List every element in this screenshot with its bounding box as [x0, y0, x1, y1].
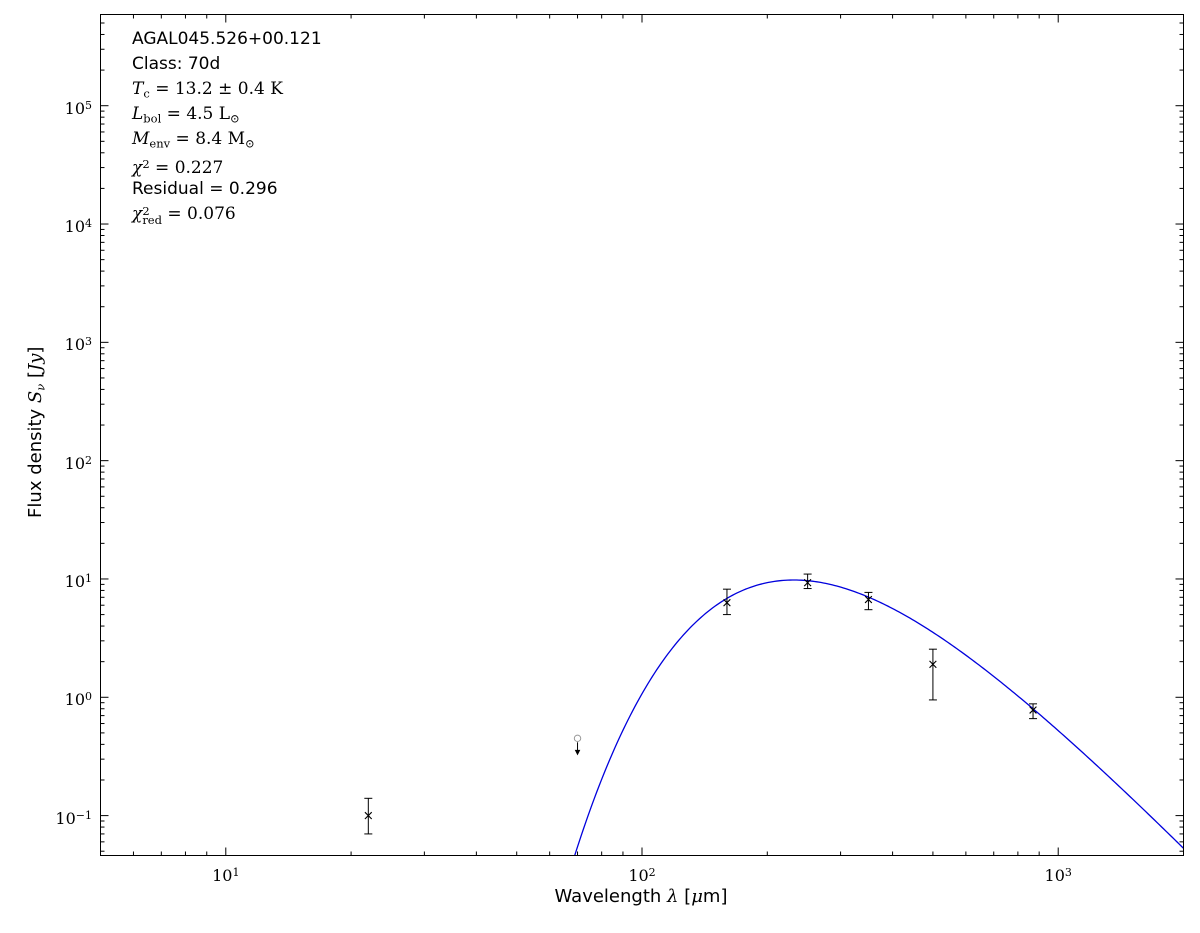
text-segment: Class: 70d — [132, 54, 221, 74]
text-segment: bol — [143, 111, 162, 126]
x-marker-icon — [723, 598, 731, 607]
text-segment: ν — [33, 383, 48, 391]
text-segment: [ — [24, 370, 46, 384]
x-tick-label: 102 — [628, 865, 656, 885]
annotation-line-class: Class: 70d — [132, 52, 322, 77]
y-tick-label: 105 — [64, 98, 92, 118]
text-segment: λ — [667, 886, 679, 907]
text-segment: = 13.2 ± 0.4 K — [149, 79, 283, 99]
text-segment: env — [149, 136, 171, 151]
annotation-line-chi2: χ2 = 0.227 — [132, 152, 322, 178]
text-segment: c — [143, 86, 150, 101]
text-segment: = 0.227 — [149, 158, 224, 178]
annotation-line-temperature: Tc = 13.2 ± 0.4 K — [132, 77, 322, 102]
text-segment: [ — [678, 886, 692, 907]
data-point-500um — [928, 648, 937, 701]
text-segment: ] — [720, 886, 728, 907]
y-tick-label: 102 — [64, 453, 92, 473]
fit-curve — [574, 579, 1184, 856]
down-arrow-icon — [574, 749, 581, 756]
annotation-line-source-name: AGAL045.526+00.121 — [132, 27, 322, 52]
text-segment: M — [132, 129, 150, 149]
text-segment: 2 — [142, 157, 150, 171]
text-segment: μ — [691, 886, 703, 907]
y-tick-label: 100 — [64, 690, 92, 710]
x-marker-icon — [803, 578, 812, 587]
x-tick-label: 101 — [212, 865, 240, 885]
stacked-script: 2 red — [142, 203, 162, 227]
y-tick-label: 104 — [64, 217, 92, 237]
x-tick-label: 103 — [1044, 865, 1072, 885]
text-segment: Residual = 0.296 — [132, 179, 278, 199]
text-segment: L — [132, 104, 144, 124]
upper-limit-marker-icon — [573, 734, 582, 743]
data-point-870um — [1029, 703, 1038, 720]
data-point-22um — [364, 797, 373, 835]
data-point-70um — [573, 734, 582, 756]
data-point-350um — [864, 591, 873, 611]
text-segment: S — [24, 390, 46, 404]
data-point-160um — [722, 588, 731, 616]
y-tick-label: 10−1 — [55, 808, 92, 828]
data-point-250um — [803, 573, 812, 590]
text-segment: = 8.4 M — [170, 129, 246, 149]
text-segment: T — [132, 79, 144, 99]
annotation-line-chi2-red: χ 2 red = 0.076 — [132, 202, 322, 227]
text-segment: = 0.076 — [161, 204, 236, 224]
text-segment: Flux density — [24, 403, 46, 518]
text-segment: ] — [24, 346, 46, 354]
x-marker-icon — [929, 660, 937, 669]
annotation-line-residual: Residual = 0.296 — [132, 177, 322, 202]
x-marker-icon — [364, 811, 373, 820]
y-tick-label: 101 — [64, 571, 92, 591]
y-tick-label: 103 — [64, 335, 92, 355]
x-axis-label: Wavelength λ [μm] — [441, 886, 841, 907]
text-segment: AGAL045.526+00.121 — [132, 29, 322, 49]
annotation-line-envelope-mass: Menv = 8.4 M⊙ — [132, 127, 322, 152]
text-segment: Wavelength — [554, 886, 668, 907]
x-marker-icon — [1029, 706, 1037, 714]
text-segment: Jy — [24, 353, 46, 371]
text-segment: m — [702, 886, 721, 907]
y-axis-label: Flux density Sν [Jy] — [25, 232, 48, 632]
annotation-line-luminosity: Lbol = 4.5 L⊙ — [132, 102, 322, 127]
text-segment: ⊙ — [230, 111, 240, 126]
x-marker-icon — [864, 595, 873, 604]
annotation-box: AGAL045.526+00.121 Class: 70d Tc = 13.2 ± … — [132, 27, 322, 227]
text-segment: χ — [132, 204, 143, 224]
text-segment: χ — [132, 158, 143, 178]
text-segment: ⊙ — [245, 136, 255, 151]
text-segment: = 4.5 L — [161, 104, 231, 124]
